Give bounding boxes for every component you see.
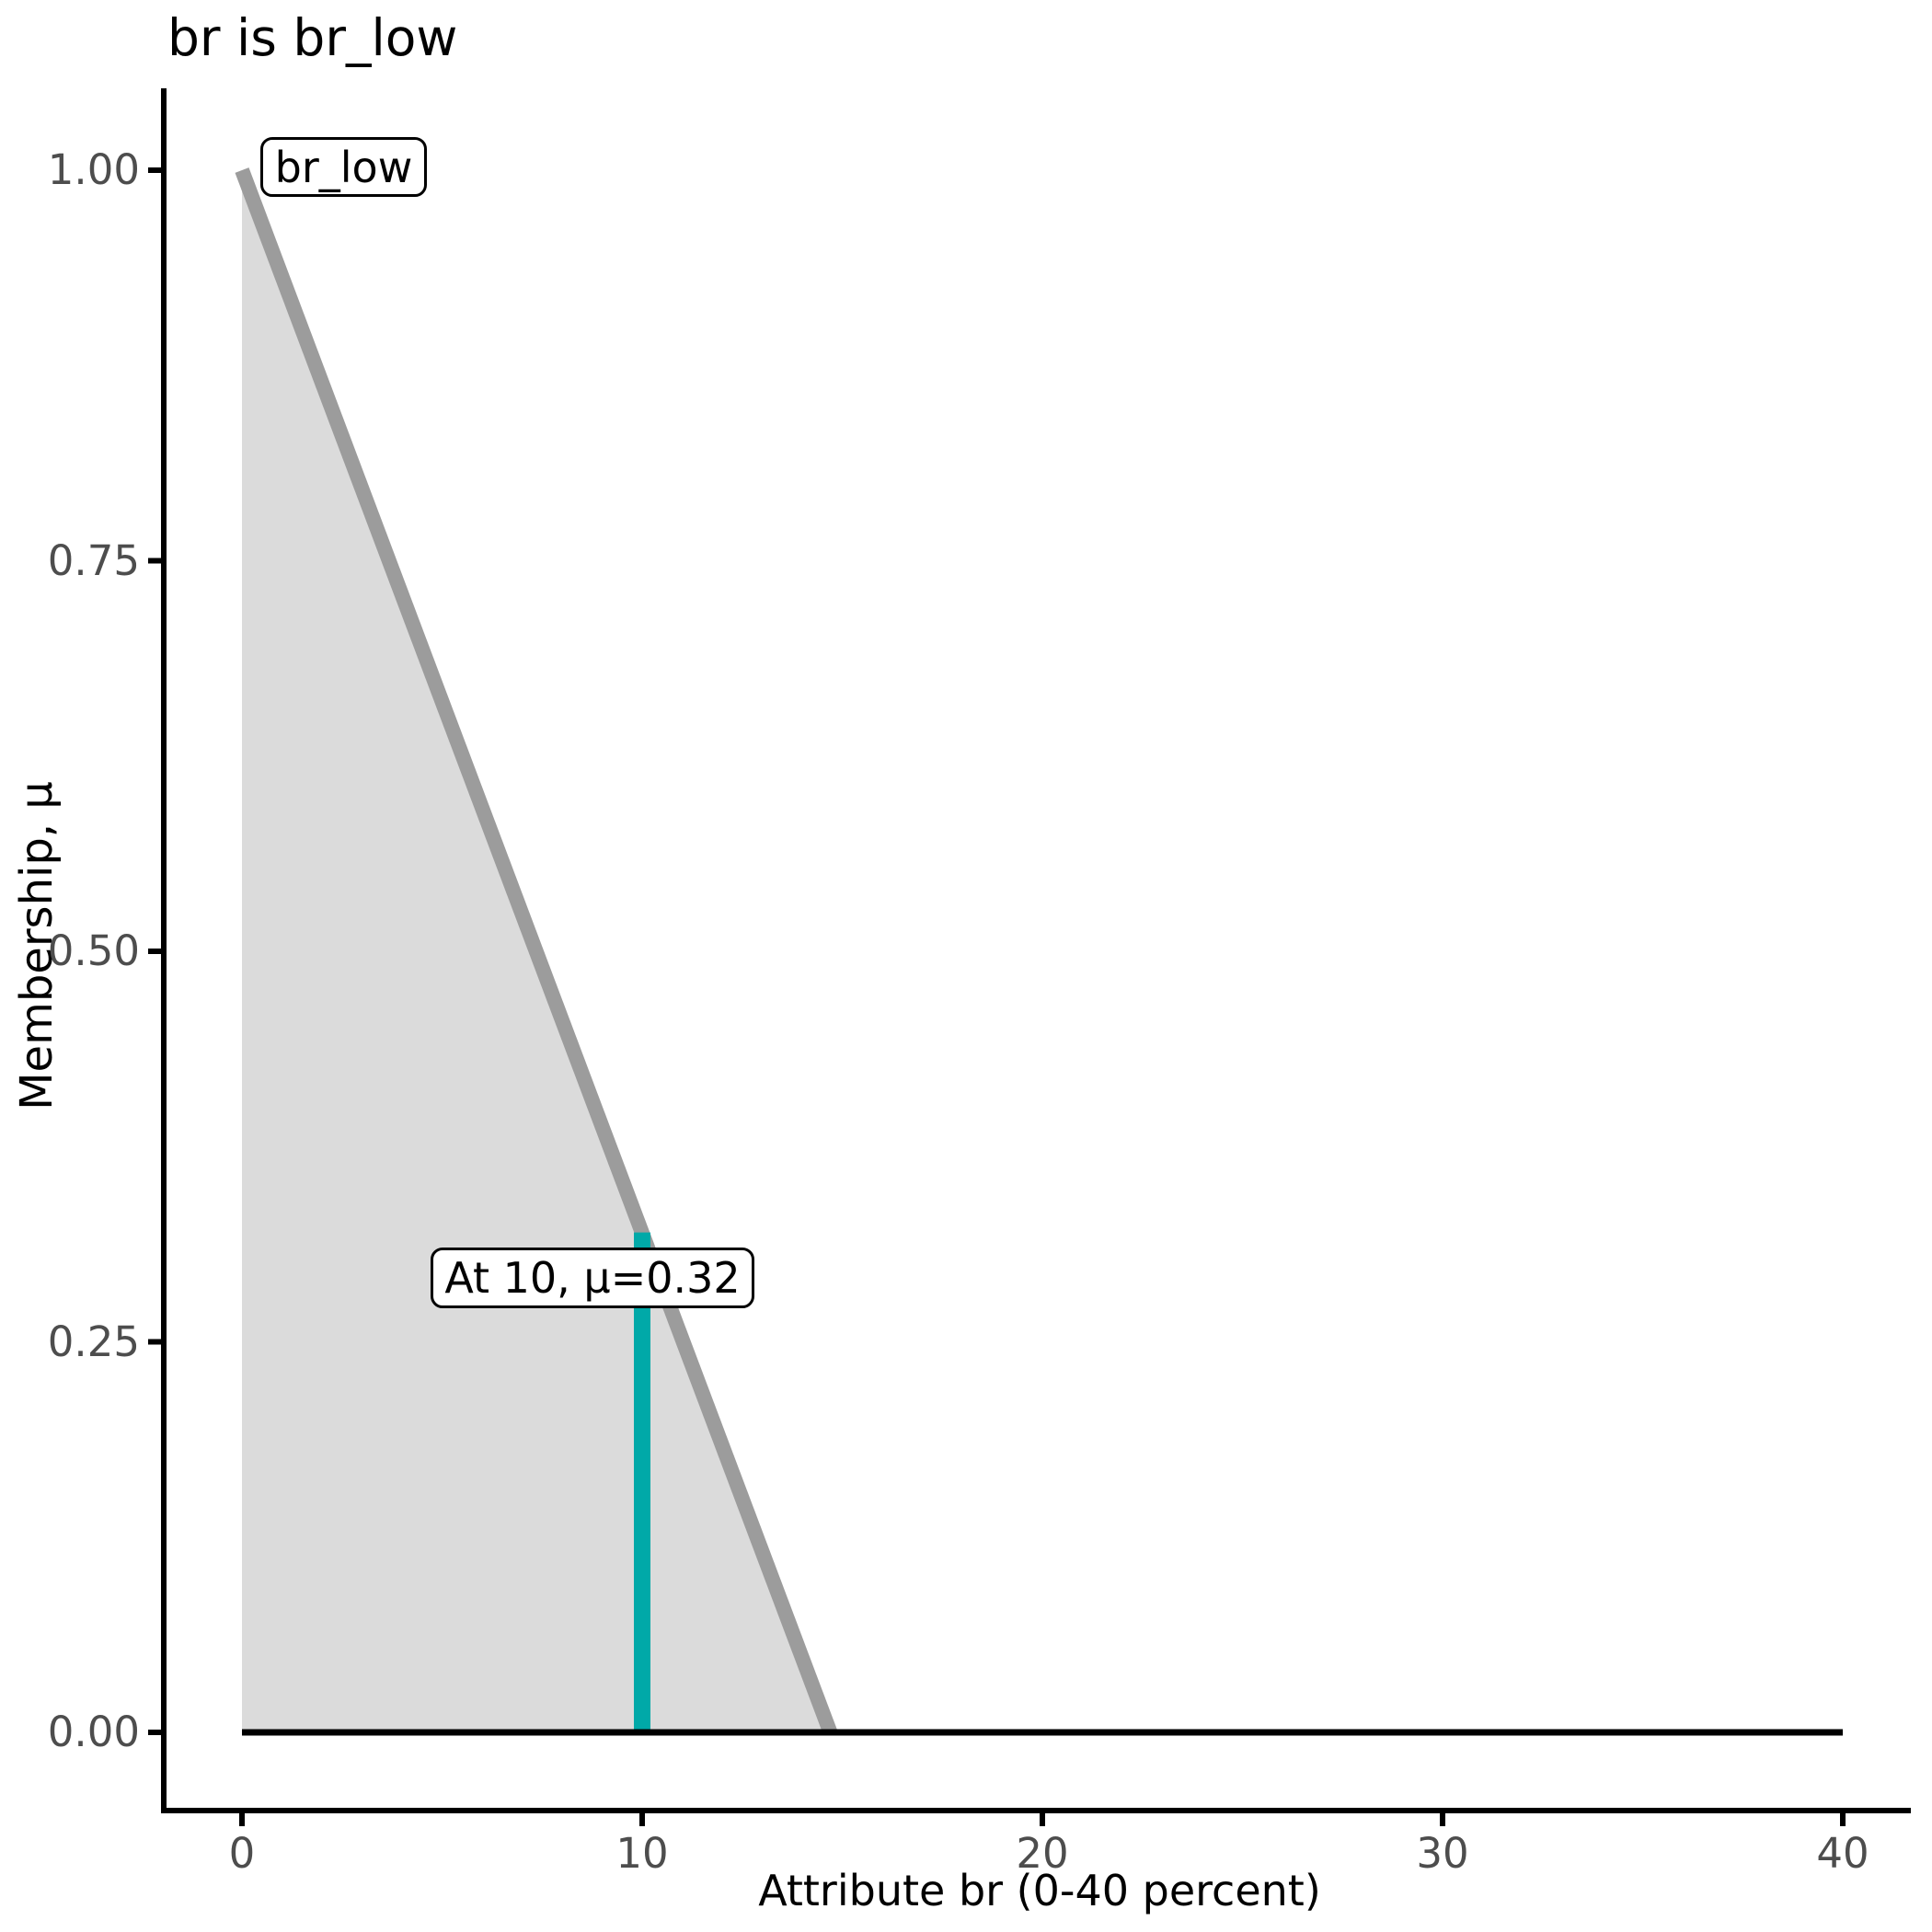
y-tick-label: 0.75 xyxy=(47,535,140,585)
y-tick-label: 0.50 xyxy=(47,926,140,975)
membership-line xyxy=(235,167,837,1735)
y-tick-label: 0.00 xyxy=(47,1708,140,1756)
chart-title: br is br_low xyxy=(167,8,458,67)
x-tick-label: 10 xyxy=(615,1829,669,1878)
axis-lines xyxy=(161,88,1911,1813)
x-tick-label: 20 xyxy=(1016,1829,1069,1878)
y-tick-label: 0.25 xyxy=(47,1317,140,1366)
point-value-annotation: At 10, μ=0.32 xyxy=(431,1248,754,1308)
x-tick-label: 40 xyxy=(1816,1829,1869,1878)
x-tick-label: 30 xyxy=(1416,1829,1469,1878)
x-tick-label: 0 xyxy=(228,1829,256,1878)
set-label-annotation: br_low xyxy=(260,137,427,197)
y-tick-label: 1.00 xyxy=(47,145,140,194)
x-axis-title: Attribute br (0-40 percent) xyxy=(758,1866,1321,1915)
